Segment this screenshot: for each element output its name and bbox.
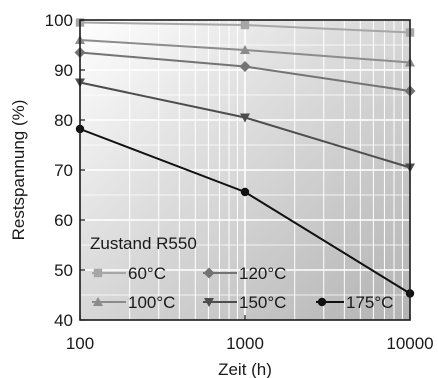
y-tick-label: 70 (54, 161, 73, 180)
legend-entry: 175°C (316, 293, 393, 312)
x-tick-label: 1000 (226, 334, 264, 353)
y-tick-label: 50 (54, 261, 73, 280)
legend-label: 100°C (128, 293, 175, 312)
legend-marker (93, 268, 103, 278)
x-axis-title: Zeit (h) (218, 360, 272, 378)
y-tick-label: 40 (54, 311, 73, 330)
data-point (240, 113, 250, 123)
legend-title: Zustand R550 (90, 234, 197, 253)
x-tick-label: 100 (66, 334, 94, 353)
data-point (239, 61, 251, 72)
y-tick-label: 90 (54, 61, 73, 80)
series-150c (75, 78, 415, 173)
legend-entry: 150°C (203, 293, 286, 312)
legend-label: 150°C (239, 293, 286, 312)
legend-marker (204, 298, 214, 307)
legend-label: 120°C (239, 264, 286, 283)
ticks: 40 50 60 70 80 90 100 100 1000 10000 (45, 11, 434, 353)
legend-entry: 60°C (92, 264, 166, 283)
series-120c (74, 47, 416, 97)
x-tick-label: 10000 (386, 334, 433, 353)
legend-marker (93, 297, 103, 306)
legend-marker (203, 267, 215, 279)
y-tick-label: 60 (54, 211, 73, 230)
y-tick-label: 100 (45, 11, 73, 30)
data-point (240, 187, 250, 197)
legend-marker (317, 297, 327, 307)
legend: Zustand R550 60°C 120°C 100°C 150°C 175°C (90, 234, 393, 312)
y-tick-label: 80 (54, 111, 73, 130)
data-point (240, 20, 250, 30)
legend-entry: 100°C (92, 293, 175, 312)
data-point (240, 45, 250, 54)
legend-label: 175°C (346, 293, 393, 312)
legend-label: 60°C (128, 264, 166, 283)
legend-entry: 120°C (203, 264, 286, 283)
y-axis-title: Restspannung (%) (9, 100, 28, 241)
series-layer (74, 18, 416, 298)
